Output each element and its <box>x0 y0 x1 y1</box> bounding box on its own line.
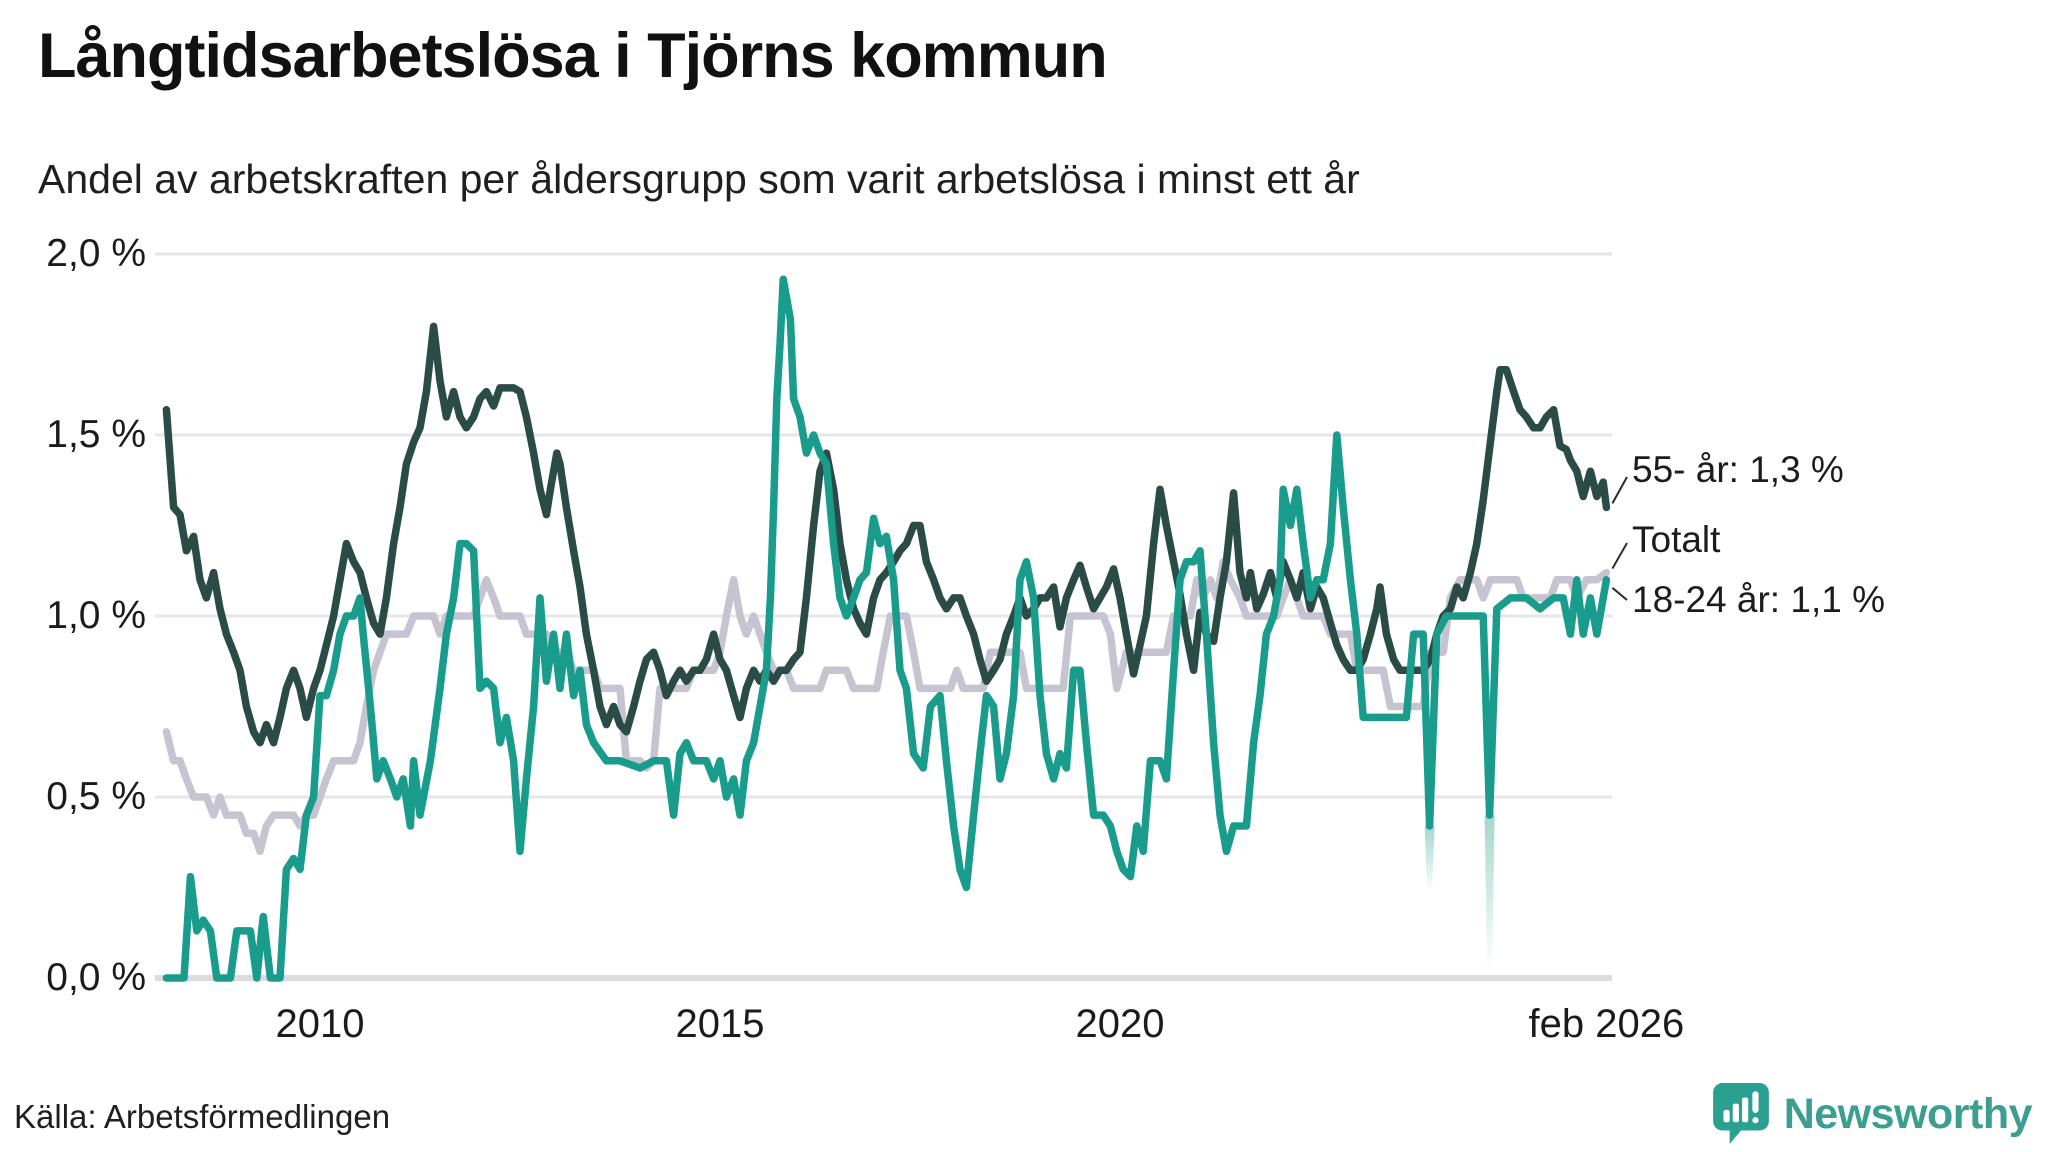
page-title: Långtidsarbetslösa i Tjörns kommun <box>38 21 1108 91</box>
label-connector <box>1611 476 1628 504</box>
chart-subtitle: Andel av arbetskraften per åldersgrupp s… <box>38 156 1360 202</box>
series-label-18-24: 18-24 år: 1,1 % <box>1632 579 1885 620</box>
faded-segment <box>1424 825 1435 892</box>
x-tick-label: 2020 <box>1075 1002 1165 1046</box>
label-connector <box>1611 542 1628 570</box>
label-connector <box>1611 587 1628 601</box>
x-tick-label: feb 2026 <box>1528 1002 1685 1046</box>
source-note: Källa: Arbetsförmedlingen <box>14 1098 391 1135</box>
series-label-55: 55- år: 1,3 % <box>1632 449 1844 490</box>
y-tick-label: 0,0 % <box>46 956 146 999</box>
series-line-18-24 år <box>162 275 1611 982</box>
y-tick-label: 1,0 % <box>46 594 146 637</box>
y-tick-label: 1,5 % <box>46 413 146 456</box>
newsworthy-logo: Newsworthy <box>1712 1082 2033 1146</box>
newsworthy-wordmark: Newsworthy <box>1783 1089 2033 1138</box>
newsworthy-logo-icon <box>1712 1083 1769 1144</box>
y-tick-label: 2,0 % <box>46 232 146 275</box>
y-tick-label: 0,5 % <box>46 775 146 818</box>
faded-segment <box>1484 815 1495 971</box>
series-label-total: Totalt <box>1632 519 1721 560</box>
x-tick-label: 2015 <box>675 1002 765 1046</box>
x-tick-label: 2010 <box>275 1002 365 1046</box>
